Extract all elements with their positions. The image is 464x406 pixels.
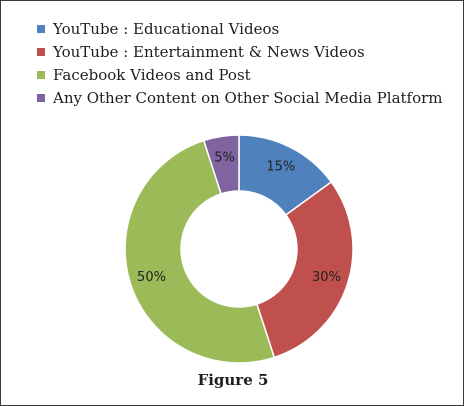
legend-swatch [37, 47, 45, 56]
legend-item-youtube-educational: YouTube : Educational Videos [37, 17, 443, 40]
legend-item-facebook: Facebook Videos and Post [37, 63, 443, 86]
donut-slice [255, 180, 354, 359]
chart-legend: YouTube : Educational Videos YouTube : E… [37, 17, 443, 109]
slice-labels: 15% 30% 50% 5% [137, 151, 341, 285]
legend-item-youtube-entertainment: YouTube : Entertainment & News Videos [37, 40, 443, 63]
legend-item-other-platforms: Any Other Content on Other Social Media … [37, 86, 443, 109]
legend-label: YouTube : Entertainment & News Videos [53, 42, 365, 61]
legend-swatch [37, 70, 45, 79]
legend-swatch [37, 93, 45, 102]
slice-value-label: 15% [266, 160, 295, 175]
donut-slice [202, 134, 240, 195]
slice-value-label: 5% [214, 151, 235, 166]
legend-swatch [37, 24, 45, 33]
donut-slices [124, 134, 354, 364]
legend-label: Facebook Videos and Post [53, 65, 251, 84]
slice-value-label: 30% [312, 270, 341, 285]
legend-label: YouTube : Educational Videos [53, 19, 280, 38]
slice-value-label: 50% [137, 270, 166, 285]
figure-caption: Figure 5 [197, 371, 269, 389]
donut-slice [124, 139, 276, 364]
legend-label: Any Other Content on Other Social Media … [53, 88, 443, 107]
